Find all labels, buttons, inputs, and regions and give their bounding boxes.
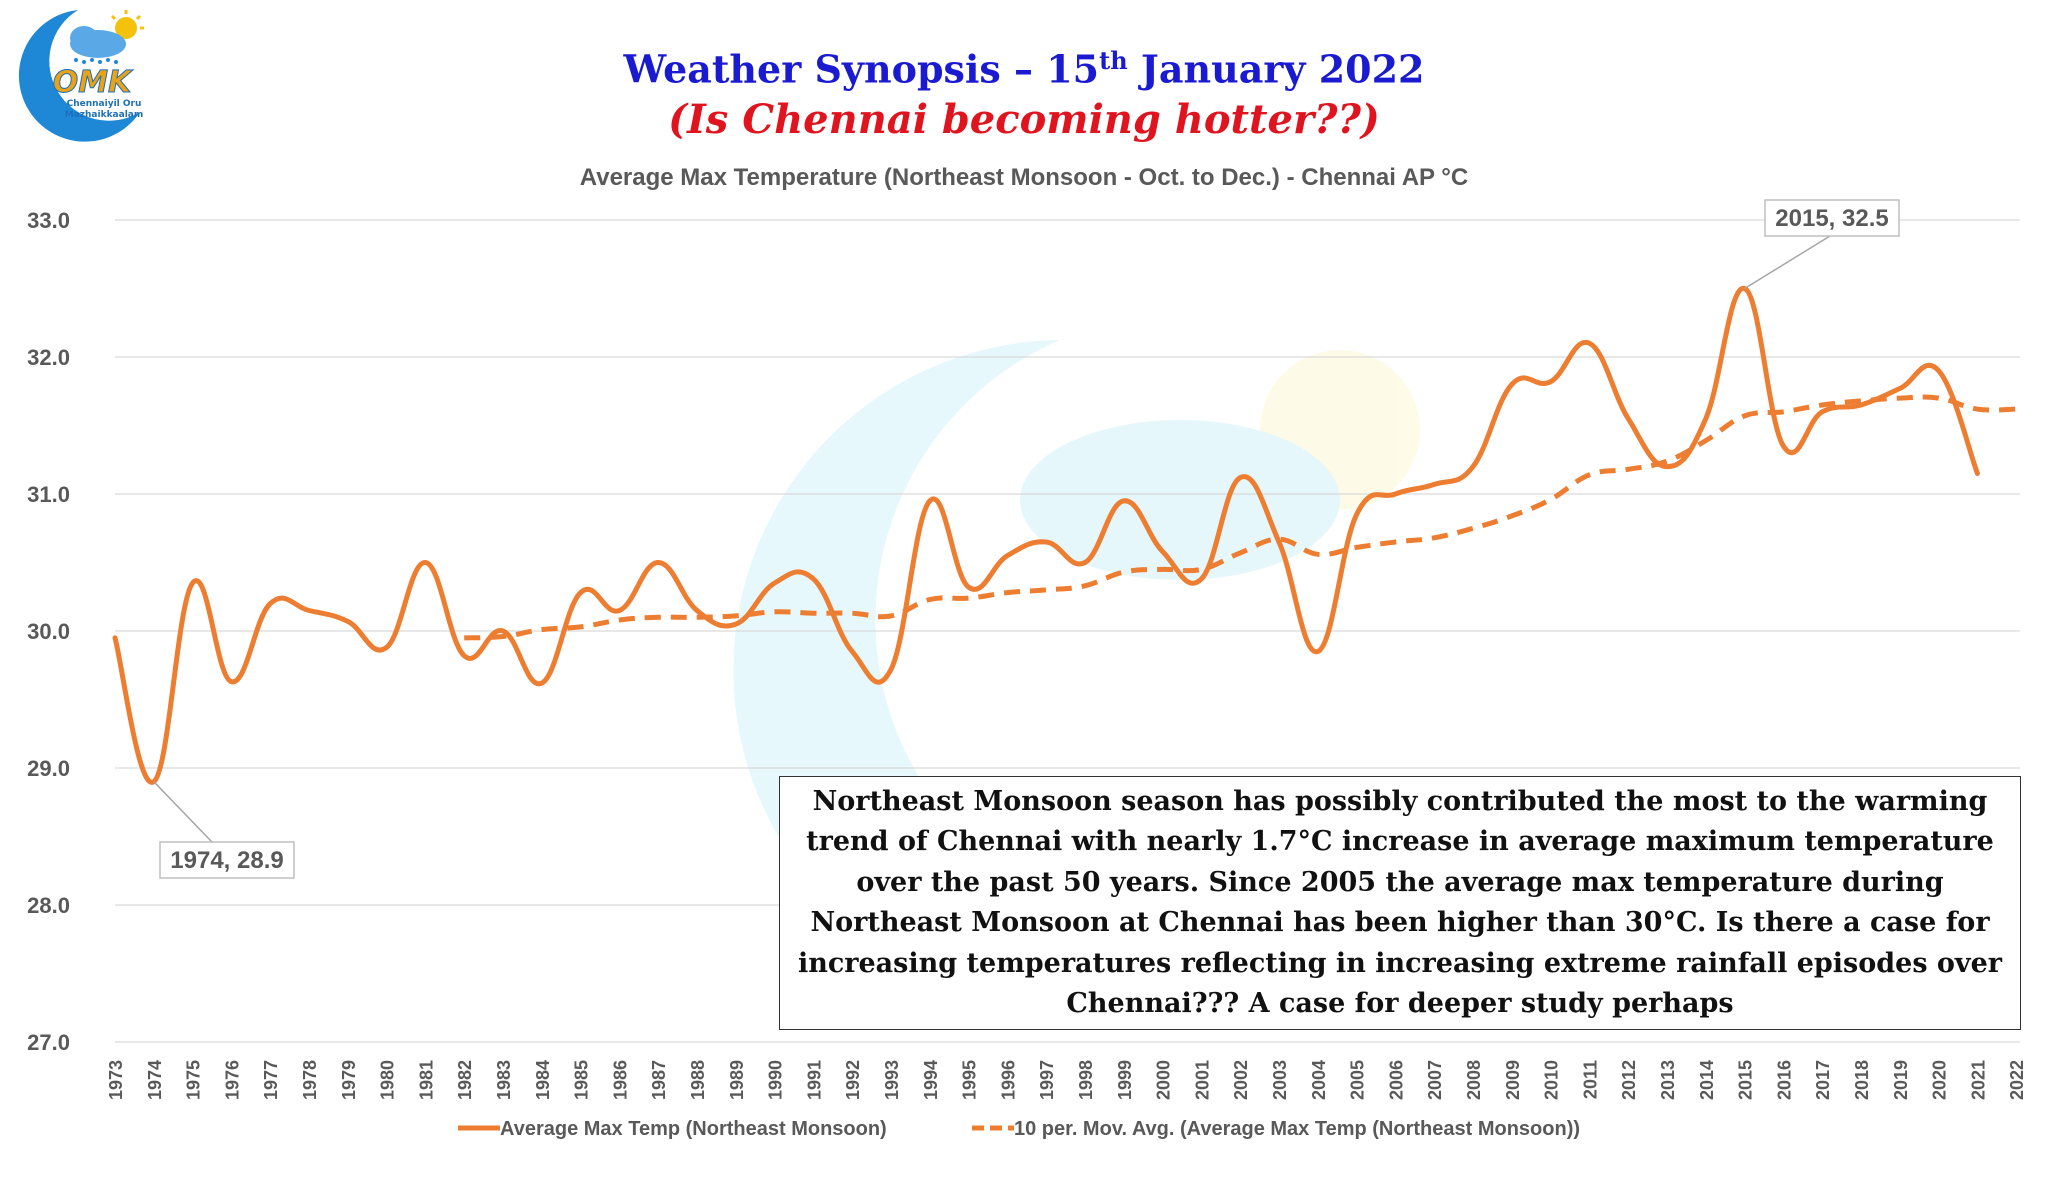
x-tick-label: 2019	[1891, 1060, 1911, 1100]
y-tick-label: 27.0	[27, 1030, 70, 1055]
logo-crescent	[18, 10, 140, 142]
x-tick-label: 2004	[1309, 1060, 1329, 1100]
chart-title: Average Max Temperature (Northeast Monso…	[579, 164, 1469, 191]
x-tick-label: 2022	[2007, 1060, 2027, 1100]
x-tick-label: 1999	[1115, 1060, 1135, 1100]
annotation-label: 2015, 32.5	[1775, 205, 1888, 232]
x-tick-label: 2009	[1503, 1060, 1523, 1100]
x-tick-label: 2011	[1580, 1060, 1600, 1099]
x-tick-label: 1984	[533, 1060, 553, 1100]
annotation-box	[1764, 199, 1900, 237]
x-tick-label: 2015	[1736, 1060, 1756, 1100]
x-tick-label: 1996	[998, 1060, 1018, 1100]
x-tick-label: 2010	[1542, 1060, 1562, 1100]
x-tick-label: 2005	[1348, 1060, 1368, 1100]
x-tick-label: 1986	[610, 1060, 630, 1100]
x-tick-label: 2002	[1231, 1060, 1251, 1100]
logo-sun	[115, 17, 137, 39]
x-tick-label: 1985	[572, 1060, 592, 1100]
x-tick-label: 1991	[804, 1060, 824, 1100]
x-tick-label: 1983	[494, 1060, 514, 1100]
y-tick-label: 28.0	[27, 893, 70, 918]
omk-logo: OMK Chennaiyil Oru Mazhaikkaalam	[18, 10, 144, 142]
x-tick-label: 1976	[222, 1060, 242, 1100]
x-tick-label: 1977	[261, 1060, 281, 1100]
x-tick-label: 2018	[1852, 1060, 1872, 1100]
x-tick-label: 1993	[882, 1060, 902, 1100]
logo-mark: OMK	[53, 65, 134, 100]
x-tick-label: 2020	[1930, 1060, 1950, 1100]
annotation-label: 1974, 28.9	[170, 847, 283, 874]
x-tick-label: 2001	[1192, 1060, 1212, 1100]
x-tick-label: 2003	[1270, 1060, 1290, 1100]
x-tick-label: 1975	[184, 1060, 204, 1100]
x-tick-label: 1998	[1076, 1060, 1096, 1100]
x-tick-label: 1995	[960, 1060, 980, 1100]
y-tick-label: 32.0	[27, 345, 70, 370]
x-tick-label: 1982	[455, 1060, 475, 1100]
x-tick-label: 2007	[1425, 1060, 1445, 1100]
x-tick-label: 1974	[145, 1060, 165, 1100]
x-tick-label: 1979	[339, 1060, 359, 1100]
series-line-moving-average	[464, 394, 2017, 641]
x-tick-label: 2008	[1464, 1060, 1484, 1100]
y-tick-label: 29.0	[27, 756, 70, 781]
annotation-box	[159, 841, 295, 879]
annotation-leader	[1744, 235, 1831, 290]
x-tick-label: 1990	[766, 1060, 786, 1100]
x-tick-label: 2014	[1697, 1060, 1717, 1100]
x-tick-label: 1980	[378, 1060, 398, 1100]
x-tick-label: 2013	[1658, 1060, 1678, 1100]
x-tick-label: 1994	[921, 1060, 941, 1100]
x-tick-label: 2012	[1619, 1060, 1639, 1100]
x-tick-label: 1992	[843, 1060, 863, 1100]
page-subtitle: (Is Chennai becoming hotter??)	[668, 96, 1380, 143]
note-box: Northeast Monsoon season has possibly co…	[779, 776, 2021, 1030]
note-text: Northeast Monsoon season has possibly co…	[797, 785, 2003, 1020]
legend-label: 10 per. Mov. Avg. (Average Max Temp (Nor…	[1014, 1118, 1580, 1140]
annotation-leader	[153, 781, 213, 843]
legend-label: Average Max Temp (Northeast Monsoon)	[500, 1118, 887, 1140]
x-tick-label: 1997	[1037, 1060, 1057, 1100]
y-tick-label: 31.0	[27, 482, 70, 507]
x-tick-label: 2021	[1968, 1060, 1988, 1100]
logo-line2: Mazhaikkaalam	[65, 110, 144, 120]
y-tick-label: 33.0	[27, 208, 70, 233]
logo-line1: Chennaiyil Oru	[67, 99, 142, 109]
page-title: Weather Synopsis – 15th January 2022	[623, 46, 1425, 92]
series-line-average-max-temp	[112, 286, 1980, 785]
x-tick-label: 1987	[649, 1060, 669, 1100]
y-tick-label: 30.0	[27, 619, 70, 644]
x-tick-label: 2017	[1813, 1060, 1833, 1100]
x-tick-label: 1973	[106, 1060, 126, 1100]
x-tick-label: 1989	[727, 1060, 747, 1100]
x-tick-label: 2006	[1386, 1060, 1406, 1100]
x-tick-label: 1981	[416, 1060, 436, 1100]
x-tick-label: 2000	[1154, 1060, 1174, 1100]
x-tick-label: 2016	[1774, 1060, 1794, 1100]
x-tick-label: 1988	[688, 1060, 708, 1100]
x-tick-label: 1978	[300, 1060, 320, 1100]
